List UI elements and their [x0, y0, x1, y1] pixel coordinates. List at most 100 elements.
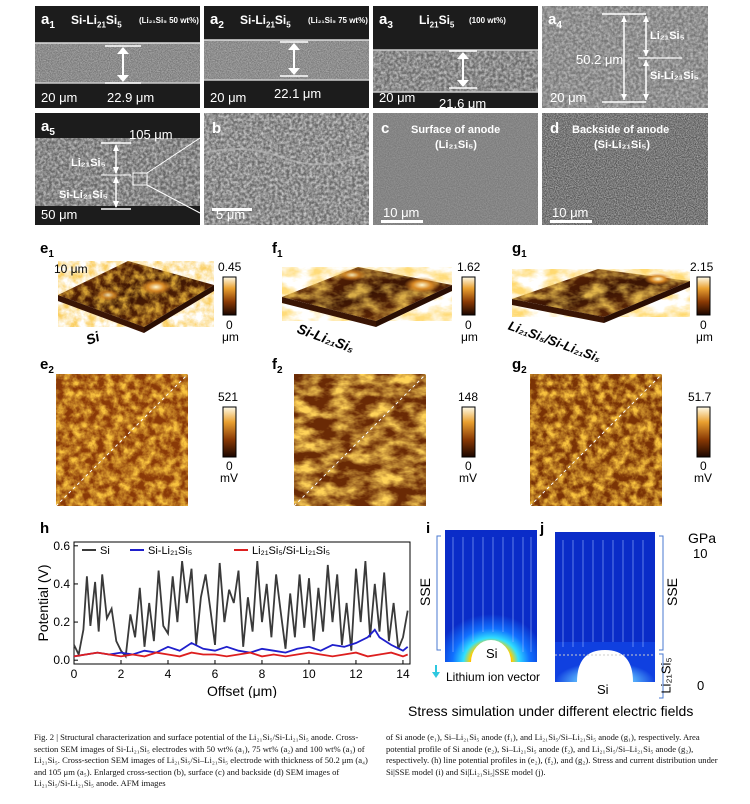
kpfm-map-f2 [294, 374, 426, 506]
sem-panel-a5: a5 105 μm Li₂₁Si₅ Si-Li₂₁Si₅ 50 μm [35, 113, 200, 225]
a4-layer-bottom: Si-Li₂₁Si₅ [650, 70, 699, 82]
e2-sub: 2 [48, 365, 54, 376]
a1-scale: 20 μm [41, 90, 78, 105]
x-tick-label: 14 [396, 667, 410, 681]
afm-label-f1: f1 [272, 240, 283, 260]
panel-label-a2-sub: 2 [218, 20, 224, 31]
sem-image-a5 [35, 113, 200, 225]
a4-layer-top: Li₂₁Si₅ [650, 30, 685, 42]
sim-label-i: i [426, 520, 431, 537]
x-axis-label: Offset (μm) [207, 683, 277, 698]
g2-sub: 2 [521, 365, 527, 376]
a2-title-end: Si [274, 13, 287, 27]
a2-title-sub2: 5 [286, 20, 291, 30]
afm-label-g1: g1 [512, 240, 527, 260]
legend-label-1: Si-Li₂₁Si₅ [148, 545, 192, 557]
f2-colorbar [461, 406, 476, 458]
f2-max: 148 [458, 390, 479, 404]
sim-si-i: Si [486, 646, 498, 661]
afm-label-e2: e2 [40, 356, 54, 376]
a2-title: Si-Li [240, 13, 266, 27]
g1-letter: g [512, 240, 522, 257]
caption-right: of Si anode (e₁), Si–Li₂₁Si₅ anode (f₁),… [386, 732, 718, 777]
panel-label-d: d [550, 120, 560, 137]
line-chart-h: 0 2 4 6 8 10 12 14 0.0 0.2 0.4 0.6 Offset (μm) Potent… [35, 539, 411, 698]
d-subtitle: (Si-Li₂₁Si₅) [594, 139, 651, 151]
afm-label-f2: f2 [272, 356, 283, 376]
e1-size: 10 μm [54, 262, 88, 276]
d-scale: 10 μm [552, 205, 589, 220]
sem-panel-b: b 5 μm [204, 113, 369, 225]
legend-label-2: Li₂₁Si₅/Si-Li₂₁Si₅ [252, 545, 330, 557]
panel-label-b: b [212, 120, 222, 137]
panel-label-a5-sub: 5 [49, 127, 55, 138]
a3-title-sub: 21 [429, 20, 439, 30]
c-scale-bar [381, 220, 423, 223]
g2-letter: g [512, 356, 522, 373]
legend-label-0: Si [100, 545, 110, 557]
f1-colorbar [461, 276, 476, 316]
sim-vector-label: Lithium ion vector [446, 670, 541, 684]
g2-colorbar [696, 406, 711, 458]
x-tick-label: 0 [71, 667, 78, 681]
a1-title: Si-Li [71, 13, 97, 27]
x-tick-label: 12 [349, 667, 363, 681]
g1-max: 2.15 [690, 260, 714, 274]
a3-thickness: 21.6 μm [439, 96, 487, 108]
kpfm-map-e2 [56, 374, 188, 506]
a2-title-sub: 21 [266, 20, 275, 30]
panel-label-a3: a [379, 11, 388, 28]
sem-image-a2 [204, 6, 369, 108]
f2-letter: f [272, 356, 277, 373]
g1-colorbar [696, 276, 711, 316]
sim-sse-i: SSE [417, 577, 434, 607]
a3-title-sub2: 5 [449, 20, 455, 30]
b-scale: 5 μm [216, 207, 246, 222]
panel-label-a5: a [41, 118, 50, 135]
a5-thickness: 105 μm [129, 127, 173, 142]
e2-min: 0 [226, 459, 233, 473]
x-tick-label: 10 [302, 667, 316, 681]
g2-min: 0 [700, 459, 707, 473]
e1-min: 0 [226, 318, 233, 332]
afm-3d-g1 [512, 269, 690, 323]
x-tick-label: 2 [118, 667, 125, 681]
e1-unit: μm [222, 330, 239, 344]
d-title: Backside of anode [572, 124, 670, 136]
x-tick-label: 8 [259, 667, 266, 681]
panel-label-a1: a [41, 11, 50, 28]
a3-title-end: Si [438, 13, 450, 27]
panel-label-a3-sub: 3 [387, 20, 393, 31]
a3-note: (100 wt%) [469, 16, 506, 25]
g1-sub: 1 [521, 249, 527, 260]
f1-min: 0 [465, 318, 472, 332]
y-axis-label: Potential (V) [35, 564, 51, 641]
sem-panel-a2: a2 Si-Li21Si5 (Li₂₁Si₅ 75 wt%) 22.1 μm 2… [204, 6, 369, 108]
g1-unit: μm [696, 330, 713, 344]
f1-sub: 1 [277, 249, 283, 260]
f1-unit: μm [461, 330, 478, 344]
g2-max: 51.7 [688, 390, 712, 404]
sim-li-layer: Li₂₁Si₅ [658, 657, 674, 694]
a1-title-sub2: 5 [117, 20, 122, 30]
sim-sse-j: SSE [664, 577, 681, 607]
a3-scale: 20 μm [379, 90, 416, 105]
sim-min: 0 [697, 678, 705, 693]
e1-letter: e [40, 240, 49, 257]
f2-sub: 2 [277, 365, 283, 376]
panel-label-a1-sub: 1 [49, 20, 55, 31]
y-tick-label: 0.4 [53, 577, 70, 591]
sem-image-d [542, 113, 708, 225]
a4-thickness: 50.2 μm [576, 52, 624, 67]
a1-title-end: Si [105, 13, 118, 27]
f2-unit: mV [459, 471, 477, 485]
kpfm-map-g2 [530, 374, 662, 506]
panel-label-a4: a [548, 11, 557, 28]
sem-image-a1 [35, 6, 200, 108]
afm-label-e1: e1 [40, 240, 54, 260]
sem-image-c [373, 113, 538, 225]
panel-label-a2: a [210, 11, 219, 28]
a2-scale: 20 μm [210, 90, 247, 105]
e2-unit: mV [220, 471, 238, 485]
sem-panel-a1: a1 Si-Li21Si5 (Li₂₁Si₅ 50 wt%) 22.9 μm 2… [35, 6, 200, 108]
